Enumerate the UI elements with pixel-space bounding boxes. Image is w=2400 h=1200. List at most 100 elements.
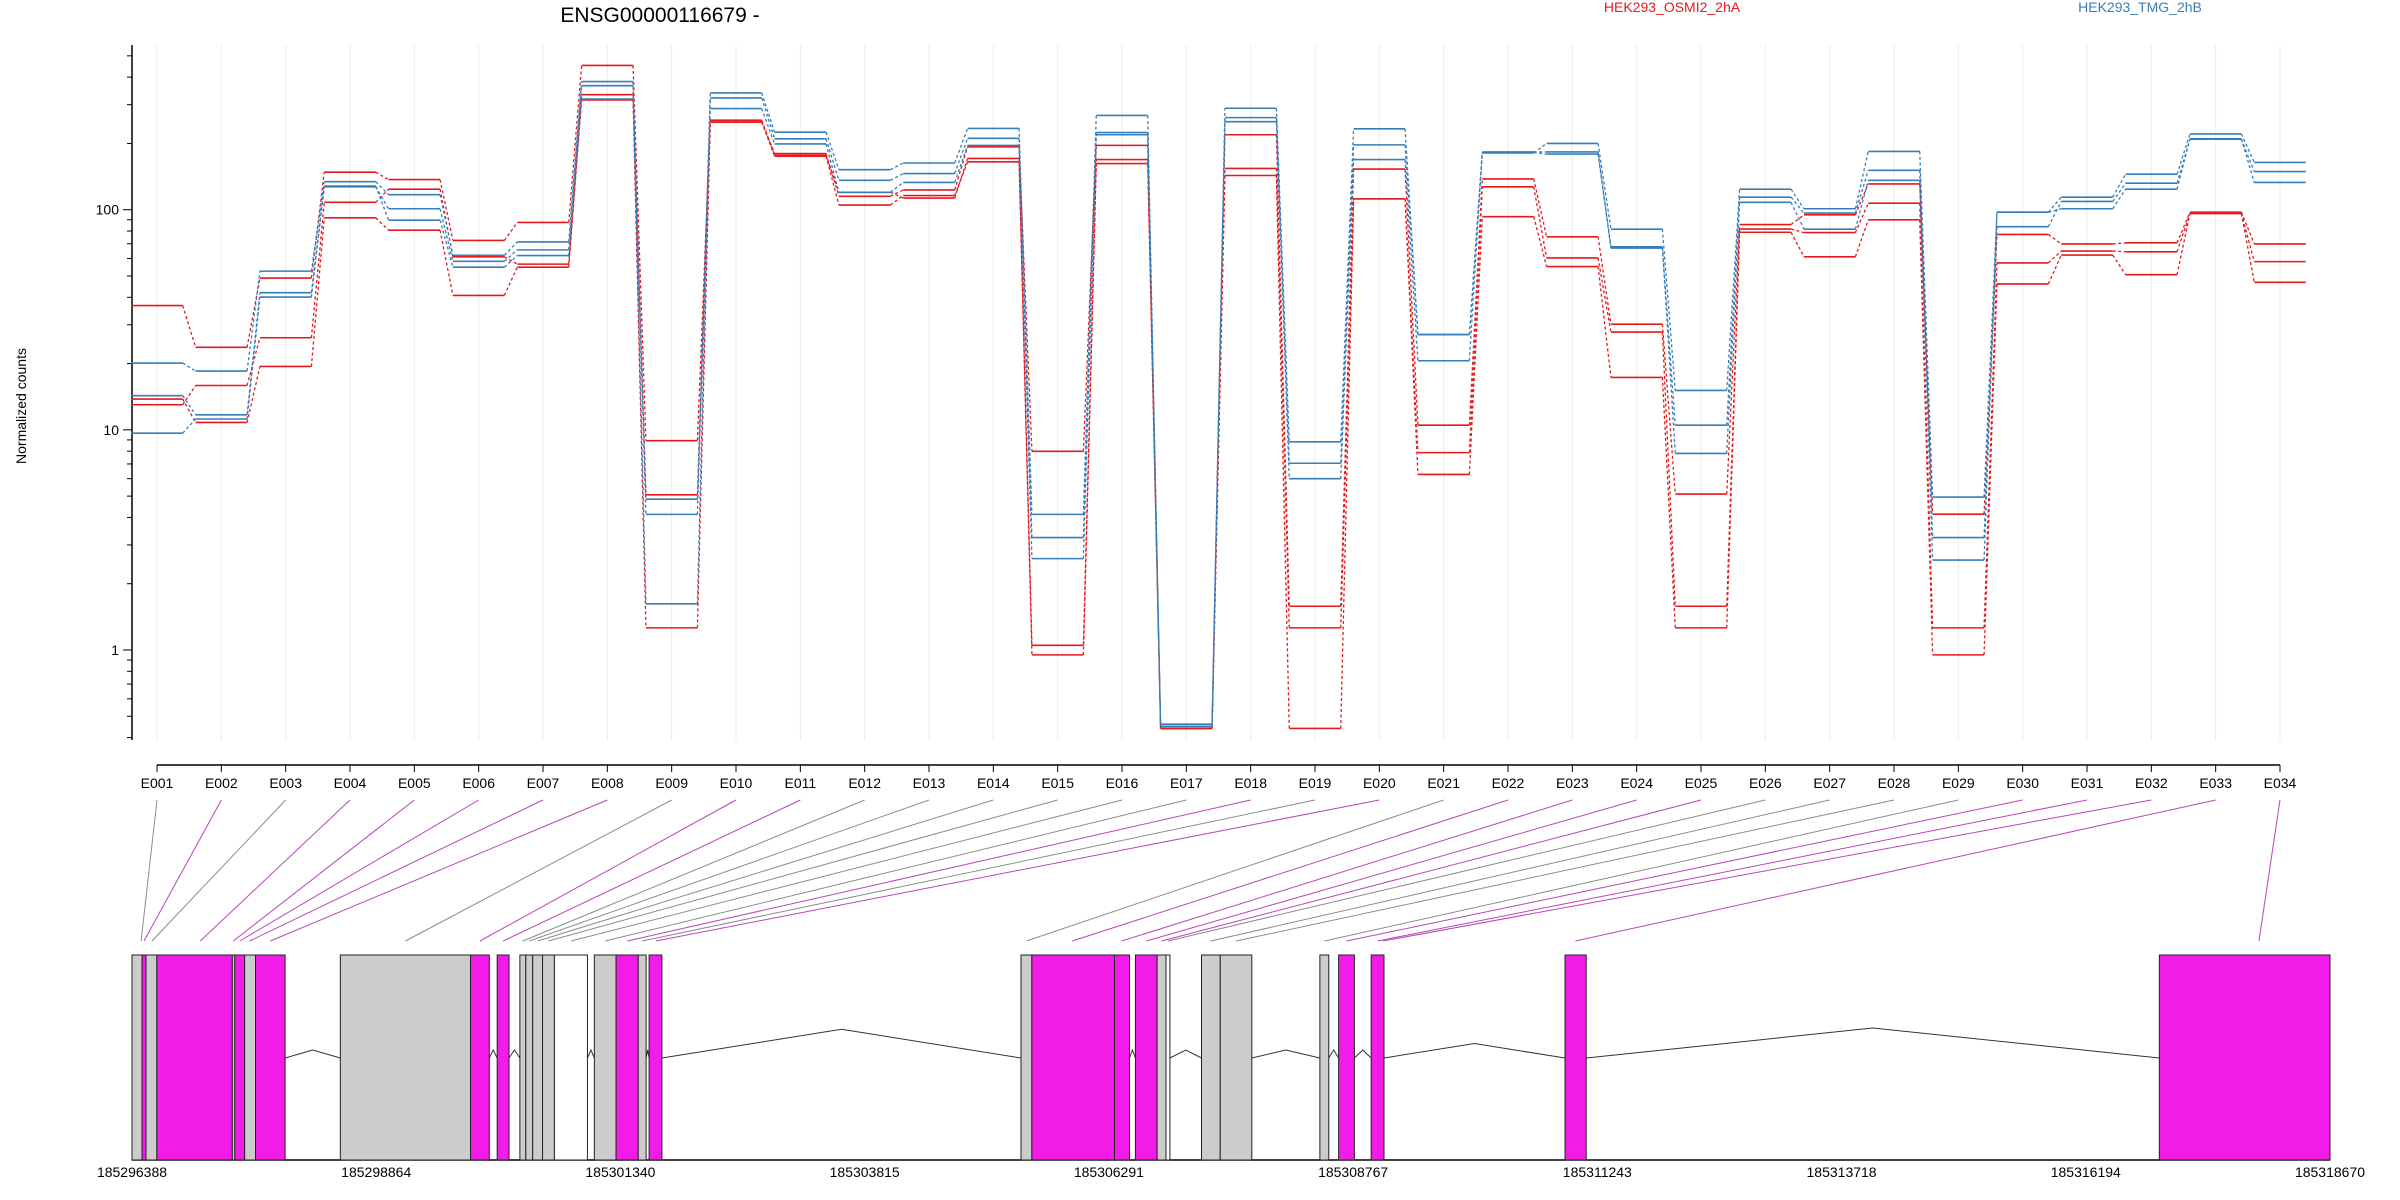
transition-segment: [1404, 169, 1419, 426]
transition-segment: [1340, 198, 1355, 729]
transition-segment: [1533, 151, 1547, 155]
intron-line: [661, 1028, 1022, 1059]
intron-line: [1328, 1049, 1340, 1059]
x-tick-label: E010: [720, 775, 753, 791]
transition-segment: [439, 194, 454, 256]
coordinate-label: 185308767: [1318, 1164, 1388, 1180]
transition-segment: [890, 194, 904, 206]
exon-block: [525, 954, 534, 1161]
transition-segment: [761, 92, 776, 133]
transition-segment: [2048, 233, 2062, 245]
x-tick-label: E022: [1492, 775, 1525, 791]
x-tick-label: E013: [913, 775, 946, 791]
significant-exon-block: [470, 954, 490, 1161]
transition-segment: [1404, 144, 1419, 335]
exon-block: [1219, 954, 1253, 1161]
coordinate-label: 185298864: [341, 1164, 411, 1180]
transition-segment: [310, 181, 325, 272]
transition-segment: [1211, 121, 1226, 725]
transition-segment: [2240, 211, 2255, 245]
transition-segment: [696, 97, 711, 604]
transition-segment: [503, 222, 518, 241]
exon-connector: [151, 799, 287, 942]
exon-connector: [537, 799, 994, 942]
transition-segment: [954, 146, 969, 191]
exon-block: [1156, 954, 1167, 1161]
transition-segment: [1468, 151, 1483, 361]
exon-block: [1020, 954, 1033, 1161]
x-tick-label: E005: [398, 775, 431, 791]
transition-segment: [375, 186, 390, 210]
transition-segment: [2176, 213, 2191, 275]
exon-block: [593, 954, 617, 1161]
exon-block: [1201, 954, 1221, 1161]
exon-connector: [270, 799, 608, 942]
intron-line: [586, 1048, 595, 1059]
transition-segment: [310, 202, 325, 338]
significant-exon-block: [2158, 954, 2331, 1161]
x-tick-label: E030: [2006, 775, 2039, 791]
transition-segment: [182, 418, 197, 434]
transition-segment: [182, 395, 197, 416]
intron-line: [1129, 1048, 1136, 1059]
transition-segment: [1082, 159, 1097, 646]
coordinate-label: 185303815: [830, 1164, 900, 1180]
x-tick-label: E029: [1942, 775, 1975, 791]
x-tick-label: E001: [141, 775, 174, 791]
transition-segment: [1790, 214, 1805, 226]
transition-segment: [1597, 266, 1612, 378]
transition-segment: [246, 366, 261, 423]
transition-segment: [1854, 151, 1869, 209]
x-tick-label: E002: [205, 775, 238, 791]
transition-segment: [1790, 188, 1805, 210]
exon-connectors: [140, 799, 2281, 942]
transition-segment: [2240, 213, 2255, 283]
transition-segment: [890, 172, 904, 181]
transition-segment: [954, 158, 969, 199]
exon-connector: [1121, 799, 1573, 942]
significant-exon-block: [1338, 954, 1355, 1161]
x-tick-label: E014: [977, 775, 1010, 791]
exon-connector: [529, 799, 930, 942]
transition-segment: [2112, 254, 2127, 276]
exon-connector: [233, 799, 415, 942]
exon-connector: [1324, 799, 1959, 942]
y-tick-label: 1: [111, 642, 119, 658]
transition-segment: [632, 85, 647, 604]
coordinate-label: 185316194: [2051, 1164, 2121, 1180]
transition-segment: [182, 362, 196, 372]
transition-segment: [2048, 208, 2062, 213]
exon-connector: [479, 799, 737, 942]
transition-segment: [954, 128, 969, 164]
significant-exon-block: [1134, 954, 1158, 1161]
transition-segment: [2112, 250, 2126, 253]
transition-segment: [375, 217, 390, 231]
transition-segment: [246, 277, 261, 348]
intron-line: [1354, 1049, 1372, 1059]
x-tick-label: E026: [1749, 775, 1782, 791]
x-tick-label: E019: [1299, 775, 1332, 791]
transition-segment: [439, 208, 454, 262]
exon-block: [553, 954, 588, 1161]
transition-segment: [182, 305, 197, 348]
exon-connector: [1377, 799, 2088, 942]
transition-segment: [825, 143, 840, 193]
transition-segment: [1597, 257, 1612, 333]
transition-segment: [2112, 188, 2127, 210]
transition-segment: [310, 186, 325, 298]
transition-segment: [2176, 138, 2191, 190]
exon-connector: [239, 799, 479, 942]
transition-segment: [1404, 159, 1419, 361]
exon-connector: [548, 799, 1058, 942]
coordinate-label: 185311243: [1563, 1164, 1632, 1180]
significant-exon-block: [1370, 954, 1385, 1161]
transition-segment: [1919, 180, 1934, 561]
transition-segment: [1275, 175, 1290, 729]
x-tick-label: E009: [655, 775, 688, 791]
transition-segment: [2112, 182, 2127, 202]
transition-segment: [1919, 151, 1934, 498]
transition-segment: [1597, 153, 1612, 249]
x-tick-label: E011: [784, 775, 816, 791]
intron-line: [1169, 1049, 1202, 1059]
coordinate-label: 185306291: [1074, 1164, 1144, 1180]
